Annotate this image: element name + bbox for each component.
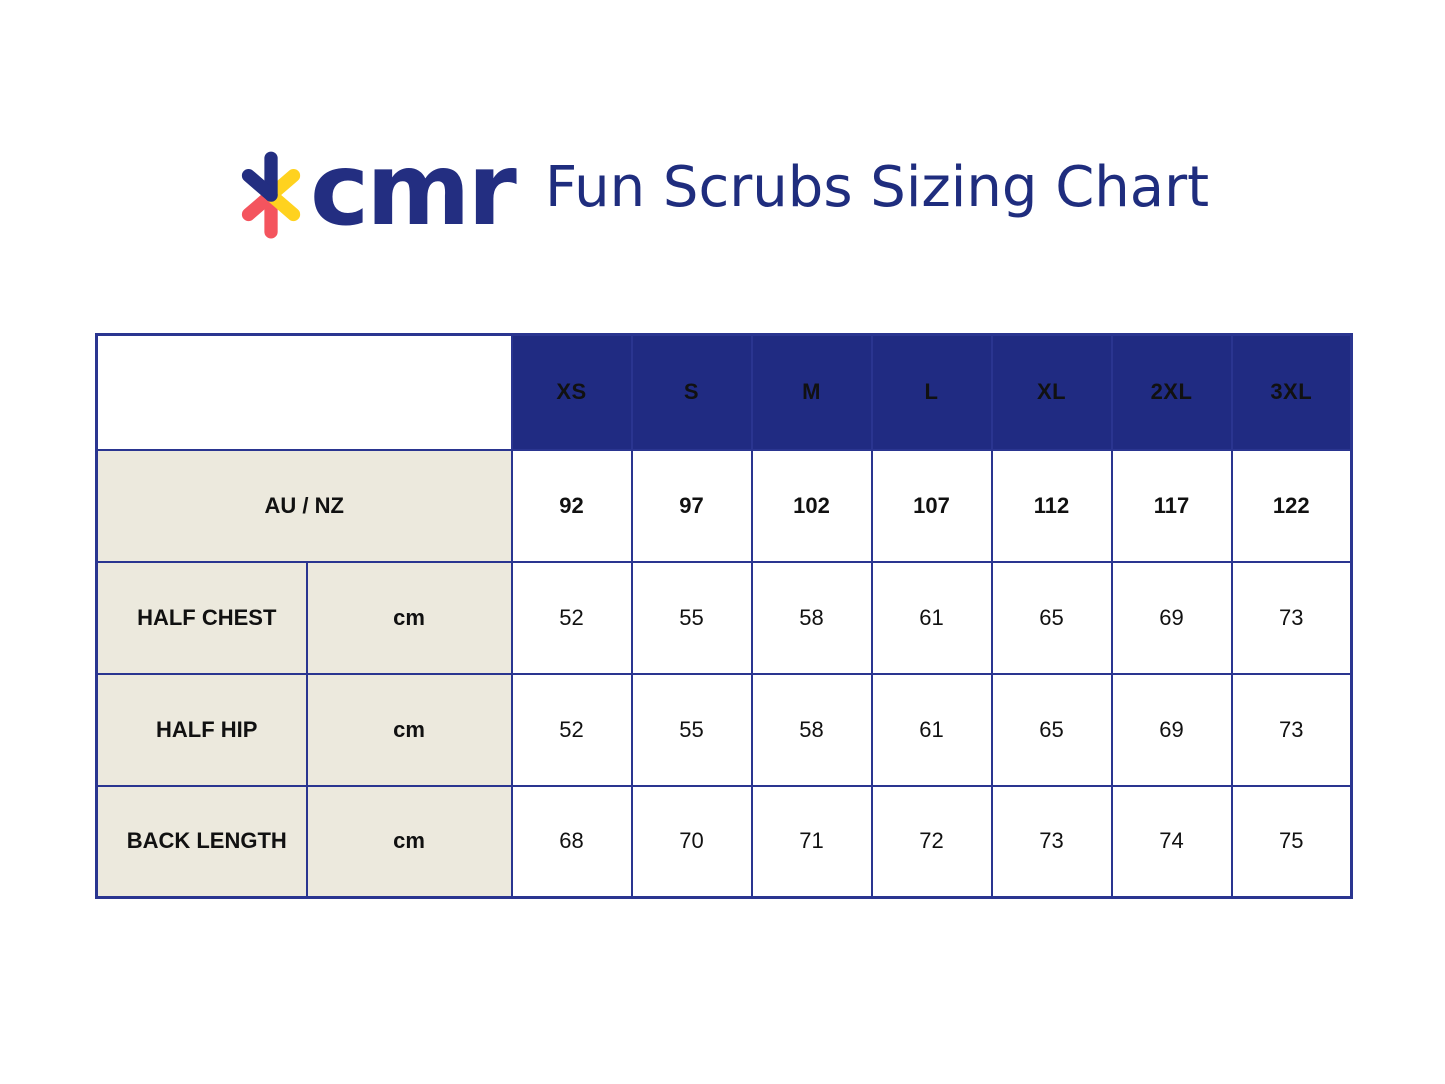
half-hip-s: 55 [630,672,753,787]
logo-text: cmr [310,131,517,248]
region-value-3xl: 122 [1230,448,1353,563]
size-column-header-l: L [870,333,993,451]
half-hip-2xl: 69 [1110,672,1233,787]
region-value-xs: 92 [510,448,633,563]
half-chest-xl: 65 [990,560,1113,675]
region-value-l: 107 [870,448,993,563]
back-length-xl: 73 [990,784,1113,899]
cmr-logo: cmr [236,140,517,244]
back-length-m: 71 [750,784,873,899]
half-hip-m: 58 [750,672,873,787]
region-value-m: 102 [750,448,873,563]
region-value-xl: 112 [990,448,1113,563]
half-chest-2xl: 69 [1110,560,1233,675]
half-hip-l: 61 [870,672,993,787]
back-length-2xl: 74 [1110,784,1233,899]
corner-cell [95,333,513,451]
region-value-s: 97 [630,448,753,563]
asterisk-logo-icon [241,151,301,239]
measurement-row-half-hip: HALF HIP cm 52 55 58 61 65 69 73 [95,672,1353,787]
half-chest-s: 55 [630,560,753,675]
half-chest-m: 58 [750,560,873,675]
size-column-header-2xl: 2XL [1110,333,1233,451]
half-hip-3xl: 73 [1230,672,1353,787]
row-unit-back-length: cm [305,784,513,899]
measurement-row-back-length: BACK LENGTH cm 68 70 71 72 73 74 75 [95,784,1353,899]
row-unit-half-hip: cm [305,672,513,787]
sizing-table: XS S M L XL 2XL 3XL AU / NZ 92 97 102 10… [95,333,1353,899]
size-header-row: XS S M L XL 2XL 3XL [95,333,1353,451]
brand-row: cmr Fun Scrubs Sizing Chart [236,140,1209,244]
row-label-half-hip: HALF HIP [95,672,308,787]
row-unit-half-chest: cm [305,560,513,675]
half-hip-xl: 65 [990,672,1113,787]
half-chest-xs: 52 [510,560,633,675]
half-hip-xs: 52 [510,672,633,787]
size-column-header-3xl: 3XL [1230,333,1353,451]
size-column-header-m: M [750,333,873,451]
back-length-s: 70 [630,784,753,899]
size-column-header-s: S [630,333,753,451]
back-length-l: 72 [870,784,993,899]
region-size-row: AU / NZ 92 97 102 107 112 117 122 [95,448,1353,563]
measurement-row-half-chest: HALF CHEST cm 52 55 58 61 65 69 73 [95,560,1353,675]
row-label-back-length: BACK LENGTH [95,784,308,899]
size-column-header-xl: XL [990,333,1113,451]
half-chest-3xl: 73 [1230,560,1353,675]
back-length-xs: 68 [510,784,633,899]
size-column-header-xs: XS [510,333,633,451]
back-length-3xl: 75 [1230,784,1353,899]
page-title: Fun Scrubs Sizing Chart [545,155,1210,220]
half-chest-l: 61 [870,560,993,675]
row-label-au-nz: AU / NZ [95,448,513,563]
row-label-half-chest: HALF CHEST [95,560,308,675]
region-value-2xl: 117 [1110,448,1233,563]
